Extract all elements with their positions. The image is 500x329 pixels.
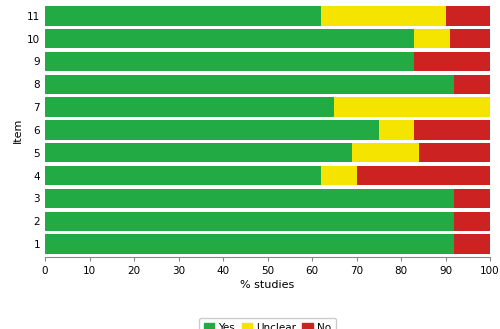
Bar xyxy=(379,120,414,139)
Bar xyxy=(356,166,490,185)
Legend: Yes, Unclear, No: Yes, Unclear, No xyxy=(198,317,336,329)
Bar xyxy=(446,6,490,26)
Y-axis label: Item: Item xyxy=(12,117,22,143)
Bar xyxy=(45,189,455,208)
Bar xyxy=(414,120,490,139)
Bar xyxy=(45,29,414,48)
Bar xyxy=(352,143,419,163)
Bar xyxy=(45,6,321,26)
Bar xyxy=(321,6,446,26)
Bar xyxy=(414,52,490,71)
Bar xyxy=(454,189,490,208)
Bar xyxy=(45,143,352,163)
Bar xyxy=(454,234,490,254)
Bar xyxy=(45,166,321,185)
Bar xyxy=(419,143,490,163)
Bar xyxy=(454,75,490,94)
Bar xyxy=(45,234,455,254)
Bar xyxy=(321,166,356,185)
Bar xyxy=(45,52,414,71)
Bar xyxy=(454,212,490,231)
Bar xyxy=(45,75,455,94)
Bar xyxy=(45,212,455,231)
Bar xyxy=(334,97,490,117)
Bar xyxy=(450,29,490,48)
Bar xyxy=(414,29,450,48)
X-axis label: % studies: % studies xyxy=(240,280,294,290)
Bar xyxy=(45,97,334,117)
Bar xyxy=(45,120,379,139)
